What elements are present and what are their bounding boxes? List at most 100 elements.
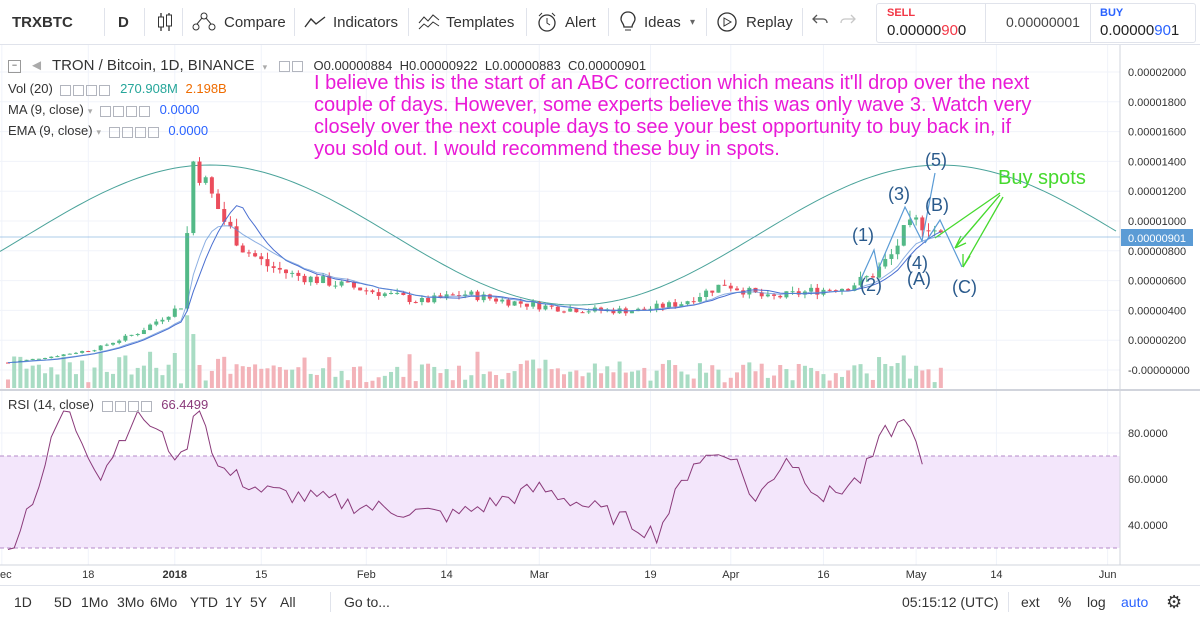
symbol-search[interactable]: TRXBTC [12, 13, 73, 31]
candle-body [376, 292, 381, 296]
range-all[interactable]: All [280, 594, 296, 610]
chevron-down-icon[interactable]: ▾ [262, 62, 268, 72]
volume-bar [98, 351, 103, 388]
volume-bar [24, 368, 29, 388]
time-axis[interactable]: Dec 18 2018 15 Feb 14 Mar 19 Apr 16 May 14 Jun [0, 569, 1117, 581]
volume-bar [450, 380, 455, 388]
volume-bar [648, 380, 653, 388]
legend-buttons[interactable] [60, 82, 112, 97]
price-tick-label: 0.00000400 [1128, 305, 1186, 317]
volume-bar [907, 378, 912, 388]
candle-body [586, 311, 591, 313]
goto-button[interactable]: Go to... [344, 594, 390, 610]
volume-bar [432, 366, 437, 388]
volume-bar [123, 355, 128, 388]
candle-body [148, 324, 153, 331]
chart-area[interactable]: 0.00002000 0.00001800 0.00001600 0.00001400… [0, 45, 1200, 585]
volume-bar [111, 373, 116, 388]
auto-toggle[interactable]: auto [1121, 594, 1149, 610]
undo-button[interactable] [812, 0, 828, 44]
compare-button[interactable]: Compare [192, 0, 286, 44]
volume-bar [216, 358, 221, 388]
spread-value: 0.00000001 [1006, 14, 1080, 30]
candle-body [500, 299, 505, 302]
candle-body [667, 302, 672, 308]
clock[interactable]: 05:15:12 (UTC) [902, 594, 999, 610]
range-1mo[interactable]: 1Mo [81, 594, 109, 610]
time-tick-label: Feb [357, 569, 376, 581]
interval-button[interactable]: D [118, 13, 129, 31]
buy-button[interactable]: BUY 0.00000901 [1090, 4, 1194, 42]
legend-buttons[interactable] [108, 124, 161, 139]
candle-body [574, 308, 579, 313]
toolbar-divider [1008, 592, 1009, 612]
sell-button[interactable]: SELL 0.00000900 [877, 4, 985, 42]
time-tick-label: Apr [722, 569, 739, 581]
redo-button[interactable] [840, 0, 856, 44]
percent-toggle[interactable]: % [1058, 593, 1072, 611]
candle-body [389, 292, 394, 294]
settings-button[interactable]: ⚙ [1166, 586, 1182, 618]
legend-buttons[interactable] [100, 103, 152, 118]
candle-body [86, 351, 91, 353]
price-tick-label: 0.00000200 [1128, 335, 1186, 347]
candle-body [629, 311, 634, 314]
volume-bar [784, 369, 789, 388]
candles-icon[interactable] [156, 0, 174, 44]
main-legend: − ◄ TRON / Bitcoin, 1D, BINANCE ▾ O0.000… [8, 57, 646, 75]
range-1d[interactable]: 1D [14, 594, 32, 610]
ideas-dropdown[interactable]: ▾ [690, 0, 695, 44]
volume-bar [30, 365, 35, 388]
replay-button[interactable]: Replay [716, 0, 793, 44]
volume-bars [6, 315, 943, 388]
range-6mo[interactable]: 6Mo [150, 594, 178, 610]
range-5d[interactable]: 5D [54, 594, 72, 610]
volume-bar [67, 362, 72, 388]
range-1y[interactable]: 1Y [225, 594, 243, 610]
candle-body [166, 316, 171, 320]
wave-drawing [859, 172, 963, 282]
candle-body [351, 282, 356, 288]
indicators-button[interactable]: Indicators [304, 0, 398, 44]
volume-bar [494, 374, 499, 388]
candle-body [61, 354, 66, 357]
candle-body [314, 276, 319, 283]
candle-body [481, 294, 486, 301]
candle-body [716, 284, 721, 293]
rsi-axis[interactable]: 80.0000 60.0000 40.0000 [1128, 428, 1168, 532]
candle-body [370, 290, 375, 293]
alert-button[interactable]: Alert [536, 0, 596, 44]
volume-bar [166, 364, 171, 388]
volume-bar [537, 368, 542, 388]
ext-toggle[interactable]: ext [1021, 594, 1040, 610]
collapse-icon[interactable]: − [8, 59, 21, 73]
log-toggle[interactable]: log [1087, 594, 1106, 610]
candle-body [6, 362, 10, 364]
candle-body [178, 308, 183, 310]
candle-body [73, 352, 78, 354]
candle-body [648, 308, 653, 310]
volume-bar [617, 361, 622, 388]
range-ytd[interactable]: YTD [190, 594, 218, 610]
legend-buttons[interactable] [101, 398, 154, 413]
replay-icon [716, 11, 738, 33]
candle-body [790, 291, 795, 293]
range-3mo[interactable]: 3Mo [117, 594, 145, 610]
time-tick-label: Dec [0, 569, 12, 581]
volume-bar [592, 363, 597, 388]
legend-buttons[interactable] [279, 58, 305, 75]
price-tick-label: 0.00001400 [1128, 156, 1186, 168]
templates-button[interactable]: Templates [418, 0, 514, 44]
chart-svg[interactable]: 0.00002000 0.00001800 0.00001600 0.00001400… [0, 45, 1200, 585]
candle-body [216, 193, 221, 210]
price-tick-label: 0.00001600 [1128, 127, 1186, 139]
candle-body [271, 266, 276, 268]
price-axis[interactable]: 0.00002000 0.00001800 0.00001600 0.00001400… [1128, 67, 1190, 377]
candle-body [734, 288, 739, 291]
candle-body [49, 356, 54, 359]
wave-4-label: (4) [906, 253, 928, 273]
candle-body [234, 226, 239, 246]
candle-body [747, 287, 752, 295]
range-5y[interactable]: 5Y [250, 594, 268, 610]
ideas-button[interactable]: Ideas [620, 0, 681, 44]
